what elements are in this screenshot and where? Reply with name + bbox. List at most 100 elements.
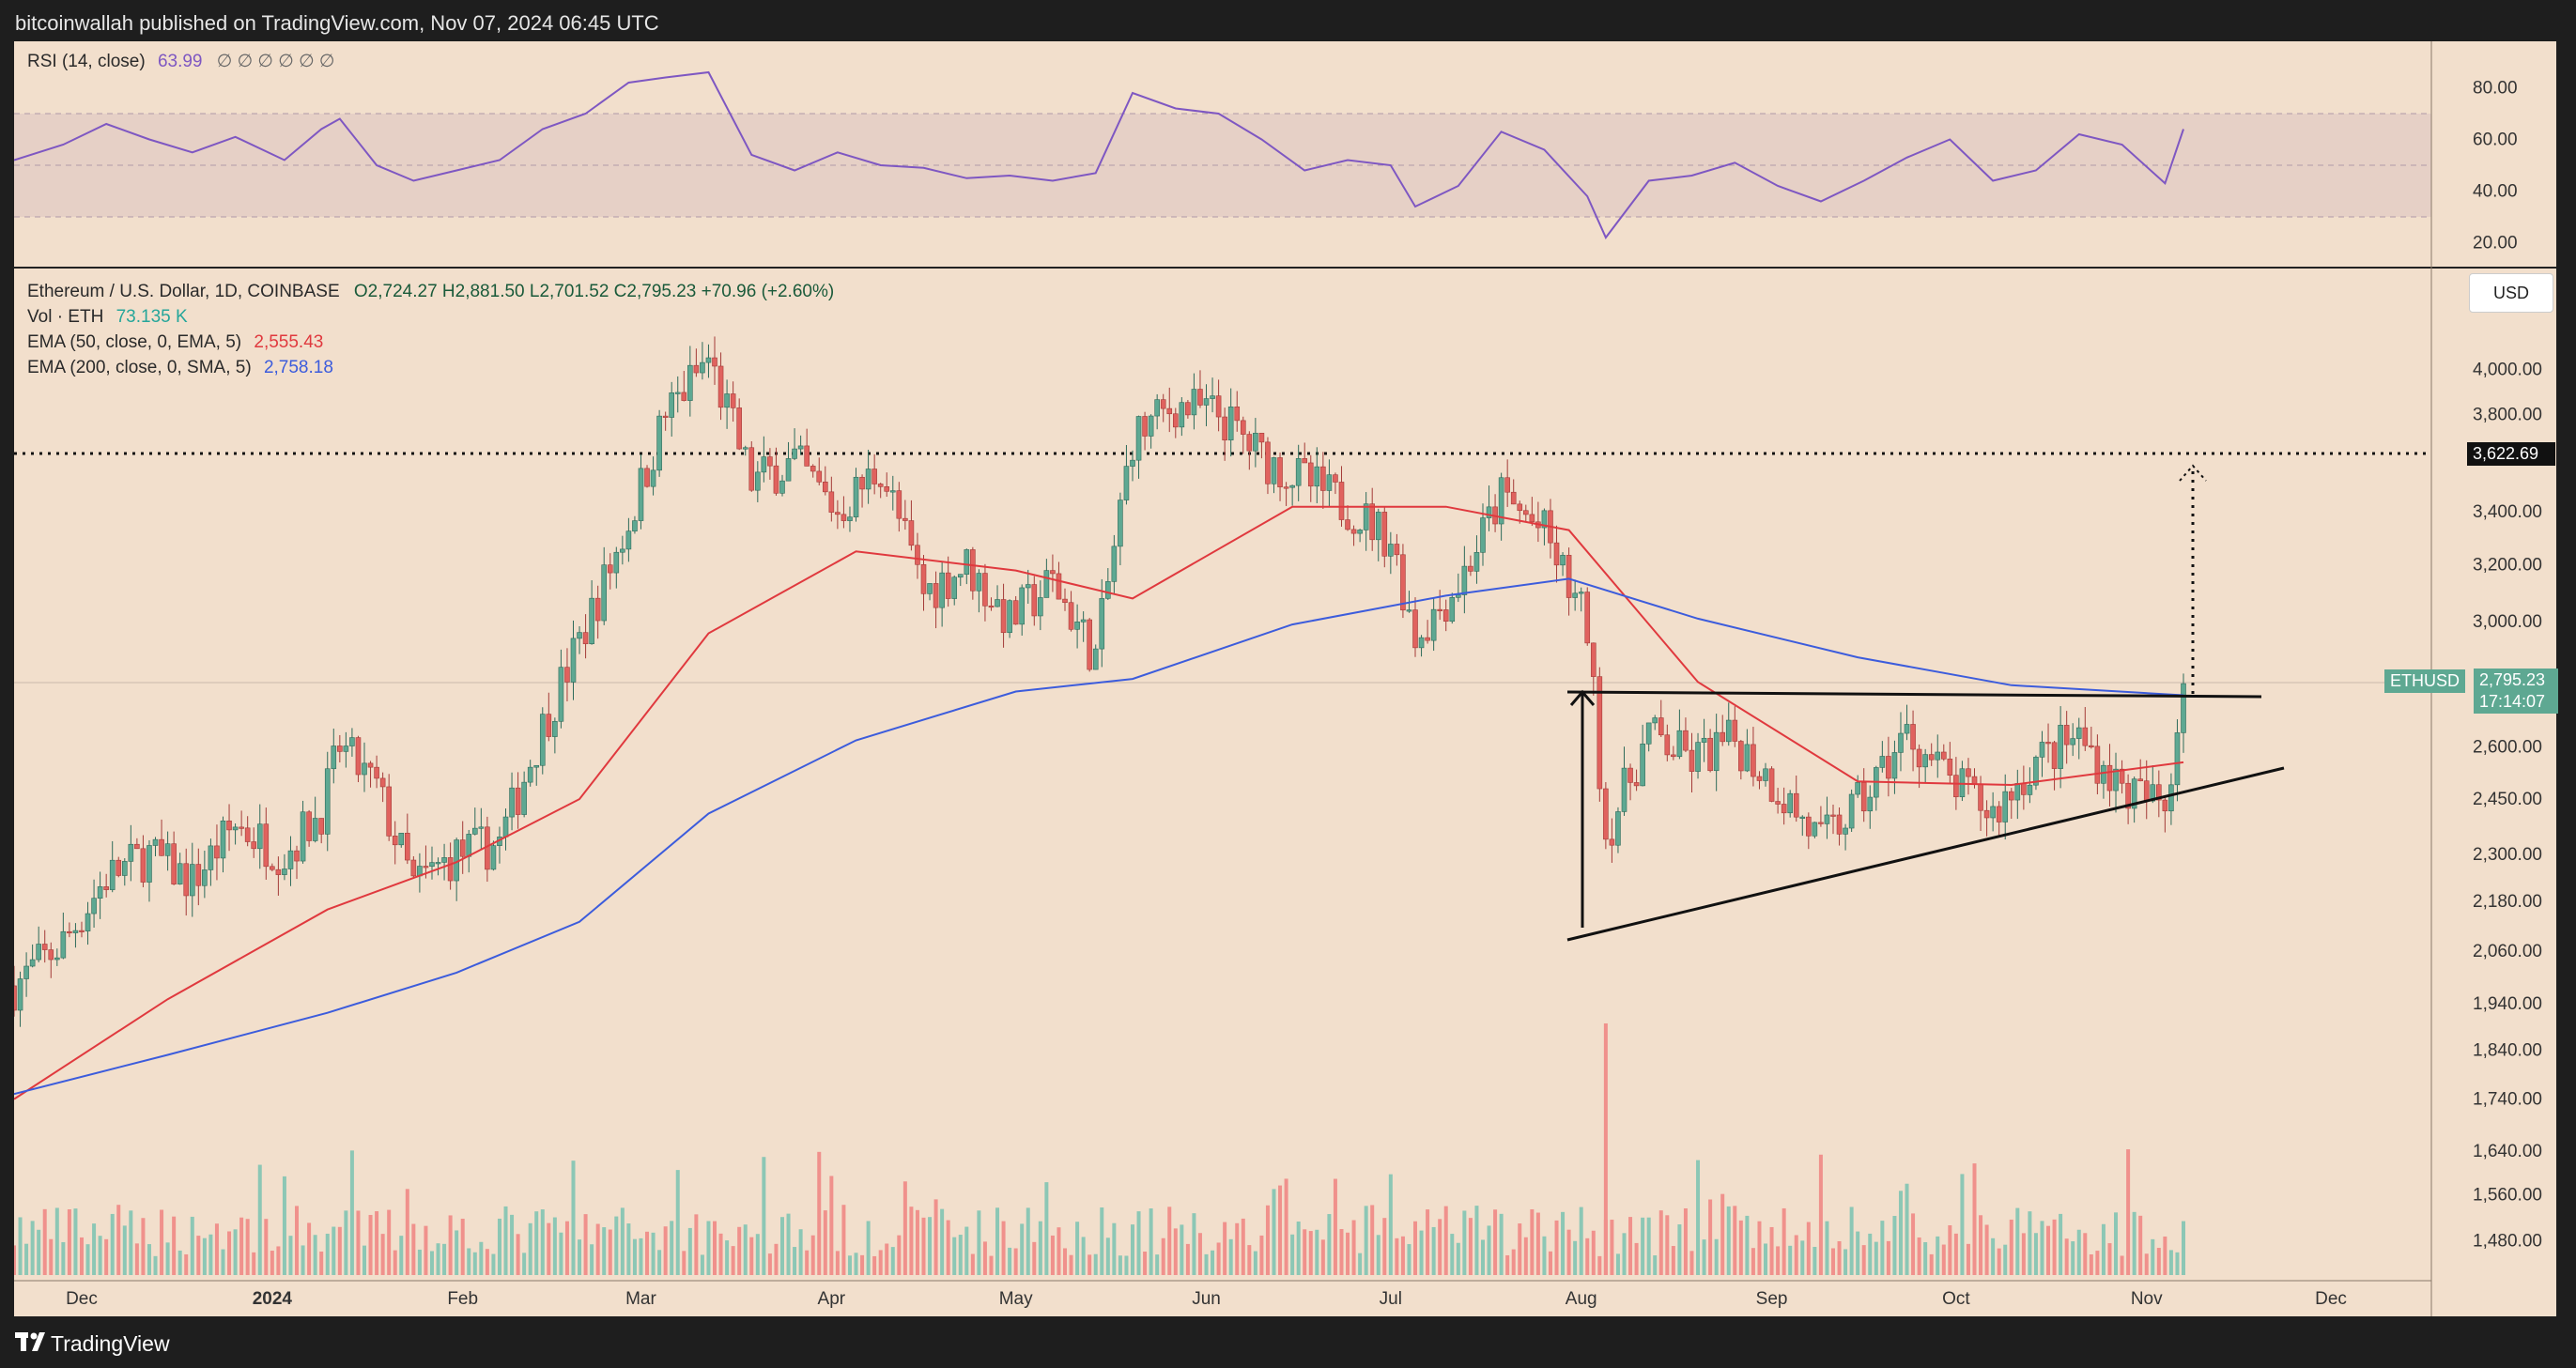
volume-bar [915, 1209, 919, 1275]
volume-bar [1487, 1225, 1491, 1275]
volume-bar [1886, 1240, 1890, 1275]
volume-bar [1591, 1230, 1596, 1275]
candle-body [717, 365, 724, 408]
volume-bar [110, 1213, 115, 1275]
volume-bar [860, 1254, 865, 1275]
chart-svg[interactable]: 80.00 60.00 40.00 20.00 4,000.00 3,800.00 3,40… [14, 41, 2556, 1316]
ema50-legend[interactable]: EMA (50, close, 0, EMA, 5) 2,555.43 [27, 332, 323, 353]
candle-body [957, 574, 964, 578]
volume-bar [1880, 1221, 1885, 1275]
candle-body [447, 857, 454, 882]
candle-body [920, 563, 927, 594]
candle-body [54, 957, 60, 961]
symbol-legend[interactable]: Ethereum / U.S. Dollar, 1D, COINBASE O2,… [27, 282, 834, 302]
volume-bar [1941, 1244, 1946, 1275]
volume-bar [1112, 1222, 1117, 1275]
rsi-legend[interactable]: RSI (14, close) 63.99 ∅ ∅ ∅ ∅ ∅ ∅ [27, 51, 334, 72]
candle-body [1983, 809, 1990, 819]
volume-legend[interactable]: Vol · ETH 73.135 K [27, 307, 188, 328]
volume-bar [79, 1237, 84, 1275]
candle-body [1326, 474, 1333, 491]
candle-body [2045, 742, 2051, 745]
rsi-tick-label: 80.00 [2473, 79, 2518, 99]
volume-bar [1382, 1218, 1387, 1275]
candle-body [2014, 783, 2021, 801]
volume-bar [1185, 1243, 1190, 1275]
volume-bar [1075, 1222, 1080, 1275]
candle-body [441, 857, 447, 863]
price-tick-label: 2,450.00 [2473, 790, 2542, 809]
currency-selector[interactable]: USD [2469, 273, 2553, 313]
volume-bar [1327, 1214, 1332, 1275]
volume-bar [1548, 1251, 1552, 1275]
volume-legend-value: 73.135 K [116, 307, 188, 327]
candle-body [109, 859, 116, 890]
candle-body [1172, 413, 1179, 428]
volume-bar [1167, 1207, 1172, 1275]
candle-body [214, 845, 220, 859]
price-tick-label: 2,600.00 [2473, 738, 2542, 758]
volume-bar [1180, 1224, 1184, 1275]
volume-bar [687, 1227, 692, 1275]
volume-bar [1929, 1253, 1934, 1275]
time-tick-label: Feb [447, 1289, 478, 1309]
candle-body [1038, 597, 1043, 617]
rsi-tick-label: 40.00 [2473, 182, 2518, 202]
candle-body [773, 465, 779, 494]
volume-bar [817, 1151, 822, 1275]
volume-bar [749, 1237, 754, 1275]
volume-bar [2040, 1221, 2044, 1275]
volume-bar [1671, 1246, 1675, 1275]
volume-bar [578, 1239, 582, 1275]
candle-body [1768, 768, 1775, 802]
candle-body [1812, 822, 1818, 837]
candle-body [287, 850, 294, 869]
candle-body [1142, 416, 1148, 437]
candle-body [471, 827, 478, 835]
chart-area[interactable]: 80.00 60.00 40.00 20.00 4,000.00 3,800.00 3,40… [14, 41, 2558, 1316]
volume-bar [1658, 1210, 1663, 1275]
candle-body [1572, 592, 1578, 598]
volume-bar [1837, 1240, 1842, 1275]
candle-body [294, 850, 300, 862]
candle-body [1720, 731, 1726, 743]
ema200-legend[interactable]: EMA (200, close, 0, SMA, 5) 2,758.18 [27, 358, 333, 378]
volume-bar [1610, 1220, 1614, 1275]
triangle-bottom-line[interactable] [1566, 766, 2285, 942]
volume-bar [1997, 1248, 2001, 1275]
volume-bar [1228, 1238, 1233, 1275]
candle-body [748, 447, 755, 491]
candle-body [1781, 804, 1787, 814]
candle-body [355, 737, 362, 776]
price-tick-label: 1,940.00 [2473, 994, 2542, 1014]
price-tick-label: 1,480.00 [2473, 1232, 2542, 1252]
candle-body [1240, 420, 1246, 435]
volume-bar [1468, 1218, 1473, 1275]
volume-bar [1702, 1239, 1706, 1275]
volume-bar [1984, 1224, 1989, 1275]
volume-bar [1050, 1235, 1055, 1275]
axis-labels: 80.00 60.00 40.00 20.00 4,000.00 3,800.00 3,40… [66, 79, 2542, 1310]
volume-bar [1751, 1248, 1755, 1275]
candle-body [1738, 741, 1744, 772]
volume-bar [1726, 1206, 1731, 1275]
volume-bar [1818, 1154, 1823, 1275]
volume-bar [233, 1229, 238, 1275]
volume-bar [1339, 1229, 1344, 1275]
candle-body [405, 832, 410, 861]
candle-body [2008, 791, 2014, 801]
candle-body [48, 949, 54, 961]
candle-body [85, 913, 91, 931]
volume-bar [1136, 1211, 1141, 1275]
candle-body [1118, 500, 1123, 547]
volume-bar [227, 1231, 232, 1275]
volume-bar [866, 1221, 871, 1275]
triangle-top-line[interactable] [1566, 690, 2262, 699]
candle-body [374, 766, 379, 779]
volume-bar [1370, 1205, 1375, 1275]
volume-bar [2076, 1229, 2081, 1275]
publish-header: bitcoinwallah published on TradingView.c… [0, 0, 2576, 41]
candle-body [478, 826, 485, 829]
volume-bar [2021, 1233, 2026, 1275]
volume-bar [933, 1199, 938, 1275]
